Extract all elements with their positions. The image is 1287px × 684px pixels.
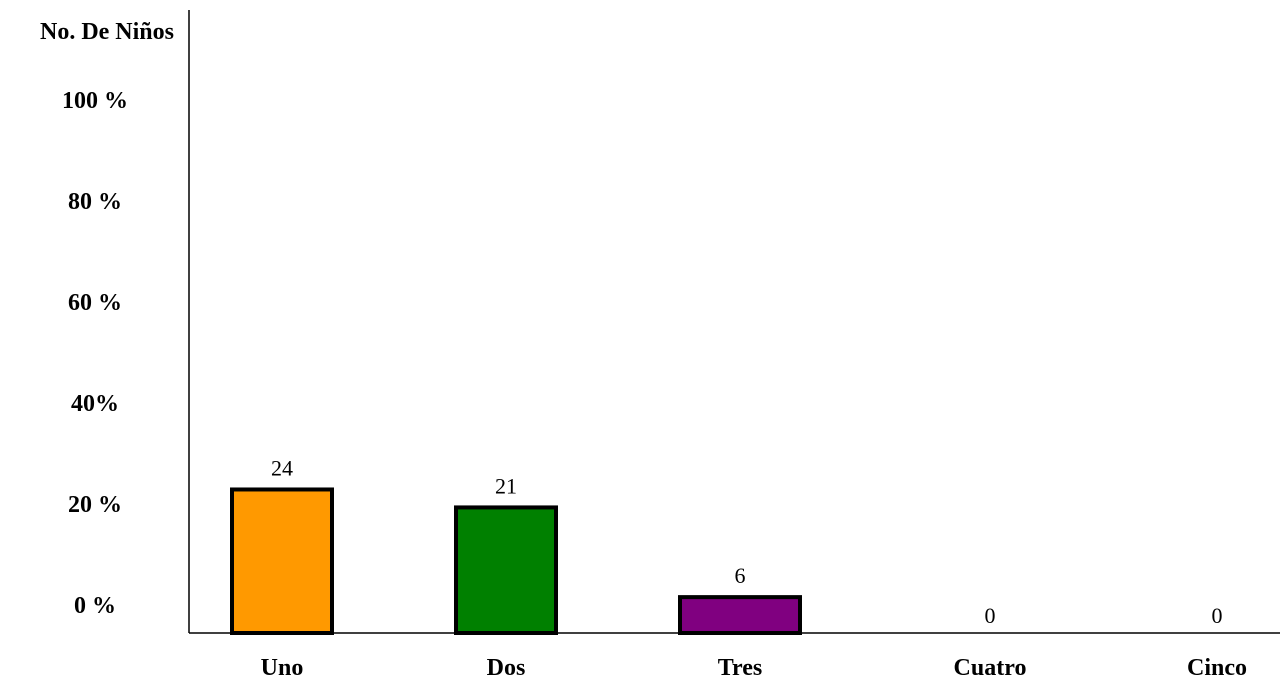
y-tick-label: 40% bbox=[71, 391, 119, 417]
x-tick-label: Dos bbox=[487, 655, 526, 681]
y-axis-tick-labels: 0 % 20 % 40% 60 % 80 % 100 % bbox=[62, 88, 128, 619]
x-tick-label: Cuatro bbox=[954, 655, 1027, 681]
data-label: 21 bbox=[495, 473, 517, 498]
x-tick-label: Cinco bbox=[1187, 655, 1247, 681]
y-tick-label: 20 % bbox=[68, 492, 122, 518]
bar bbox=[454, 505, 558, 636]
bar-series: 24 21 6 0 0 bbox=[230, 455, 1223, 636]
bar bbox=[230, 487, 334, 636]
y-tick-label: 80 % bbox=[68, 189, 122, 215]
data-label: 0 bbox=[985, 603, 996, 628]
data-label: 6 bbox=[735, 563, 746, 588]
data-label: 24 bbox=[271, 455, 293, 480]
y-tick-label: 0 % bbox=[74, 593, 116, 619]
x-tick-label: Tres bbox=[718, 655, 762, 681]
x-tick-label: Uno bbox=[261, 655, 304, 681]
y-axis-title: No. De Niños bbox=[40, 19, 174, 45]
y-tick-label: 100 % bbox=[62, 88, 128, 114]
x-axis-tick-labels: Uno Dos Tres Cuatro Cinco bbox=[261, 655, 1247, 681]
data-label: 0 bbox=[1212, 603, 1223, 628]
y-tick-label: 60 % bbox=[68, 290, 122, 316]
bar bbox=[678, 595, 802, 635]
